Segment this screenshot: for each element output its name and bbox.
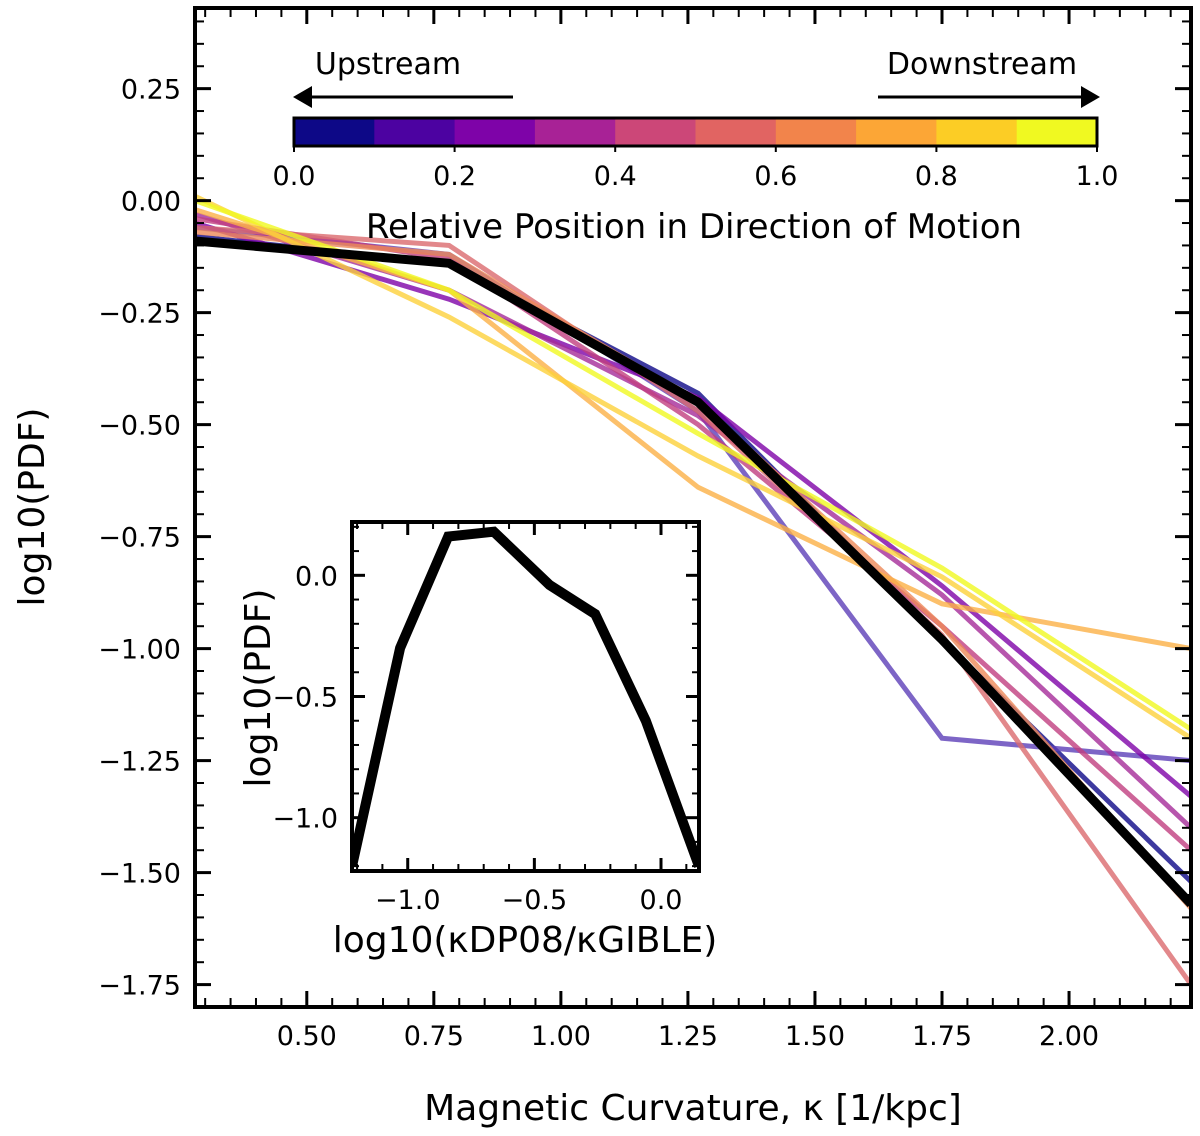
main-y-tick-labels: 0.25 0.00 −0.25 −0.50 −0.75 −1.00 −1.25 −1.50 −1…	[98, 75, 181, 1002]
colorbar: 0.0 0.2 0.4 0.6 0.8 1.0 Relative Position in …	[273, 47, 1119, 247]
inset-plot: −1.0 −0.5 0.0 0.0 −0.5 −1.0 log10(κDP08/κGIB…	[238, 520, 718, 961]
main-y-tick-label: −0.75	[98, 523, 181, 554]
main-y-tick-label: −1.50	[98, 859, 181, 890]
inset-x-tick-label: 0.0	[640, 885, 683, 916]
colorbar-cell-6	[775, 118, 857, 146]
colorbar-cell-3	[534, 118, 616, 146]
main-series-line-10	[195, 236, 1191, 908]
colorbar-tick-label: 0.6	[754, 161, 797, 192]
colorbar-tick-label: 1.0	[1076, 161, 1119, 192]
main-y-tick-label: −1.25	[98, 747, 181, 778]
colorbar-tick-label: 0.8	[915, 161, 958, 192]
main-series-line-5	[195, 225, 1191, 987]
main-x-tick-label: 1.00	[531, 1021, 591, 1052]
colorbar-title: Relative Position in Direction of Motion	[366, 207, 1022, 247]
upstream-label: Upstream	[315, 47, 461, 82]
colorbar-cells	[294, 118, 1098, 146]
main-series-line-7	[195, 207, 1191, 652]
main-x-tick-label: 0.75	[404, 1021, 464, 1052]
inset-series-group	[352, 526, 699, 868]
downstream-arrow-head	[1081, 86, 1100, 108]
upstream-arrow	[293, 86, 513, 108]
inset-x-tick-label: −1.0	[375, 885, 441, 916]
colorbar-frame	[292, 116, 1099, 148]
colorbar-cell-5	[695, 118, 777, 146]
main-x-tick-label: 2.00	[1039, 1021, 1099, 1052]
main-x-tick-label: 1.50	[785, 1021, 845, 1052]
main-series-line-8	[195, 193, 1191, 741]
main-y-tick-label: 0.25	[121, 75, 181, 106]
upstream-arrow-head	[293, 86, 312, 108]
inset-y-tick-label: 0.0	[295, 561, 338, 592]
main-y-tick-label: −0.25	[98, 299, 181, 330]
colorbar-tick-label: 0.2	[433, 161, 476, 192]
main-y-tick-label: 0.00	[121, 187, 181, 218]
main-plot-frame	[193, 6, 1193, 1009]
colorbar-cell-4	[615, 118, 697, 146]
inset-y-axis-title: log10(PDF)	[238, 589, 279, 788]
colorbar-tick-label: 0.0	[273, 161, 316, 192]
inset-x-axis-title: log10(κDP08/κGIBLE)	[333, 920, 718, 961]
main-x-tick-label: 0.50	[277, 1021, 337, 1052]
colorbar-cell-7	[856, 118, 937, 146]
inset-x-tick-label: −0.5	[502, 885, 568, 916]
main-series-group	[195, 193, 1191, 987]
inset-series-line-0	[352, 526, 699, 868]
downstream-label: Downstream	[887, 47, 1077, 82]
colorbar-cell-8	[936, 118, 1018, 146]
inset-y-tick-labels: 0.0 −0.5 −1.0	[272, 561, 338, 834]
colorbar-cell-0	[294, 118, 375, 146]
main-x-tick-label: 1.75	[912, 1021, 972, 1052]
x-axis-title: Magnetic Curvature, κ [1/kpc]	[424, 1088, 962, 1129]
inset-plot-background	[352, 522, 699, 871]
colorbar-cell-2	[454, 118, 536, 146]
inset-y-tick-label: −0.5	[272, 683, 338, 714]
inset-x-tick-labels: −1.0 −0.5 0.0	[375, 885, 683, 916]
main-y-tick-label: −0.50	[98, 411, 181, 442]
main-y-tick-label: −1.75	[98, 971, 181, 1002]
colorbar-cell-1	[374, 118, 456, 146]
colorbar-ticks: 0.0 0.2 0.4 0.6 0.8 1.0	[273, 146, 1119, 192]
downstream-arrow	[878, 86, 1100, 108]
inset-y-tick-label: −1.0	[272, 804, 338, 835]
main-y-tick-label: −1.00	[98, 635, 181, 666]
main-x-tick-labels: 0.50 0.75 1.00 1.25 1.50 1.75 2.00	[277, 1021, 1099, 1052]
y-axis-title: log10(PDF)	[12, 408, 53, 607]
main-x-tick-label: 1.25	[658, 1021, 718, 1052]
colorbar-tick-label: 0.4	[594, 161, 637, 192]
colorbar-cell-9	[1016, 118, 1098, 146]
inset-plot-frame	[350, 520, 701, 873]
